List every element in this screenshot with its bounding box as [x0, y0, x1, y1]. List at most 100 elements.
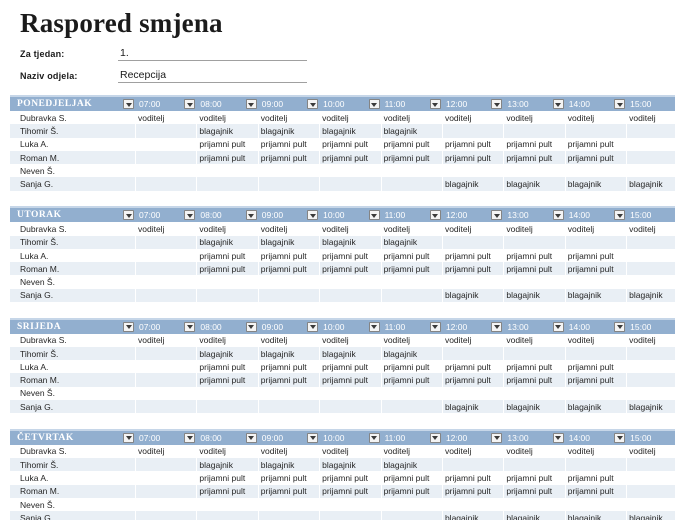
filter-dropdown-button-etvrtak[interactable] — [123, 432, 134, 443]
shift-cell[interactable]: voditelj — [443, 333, 505, 347]
shift-cell-empty[interactable] — [197, 498, 259, 512]
shift-cell[interactable]: prijamni pult — [382, 373, 443, 387]
shift-cell[interactable]: voditelj — [320, 111, 382, 125]
filter-dropdown-button-etvrtak-08:00[interactable] — [245, 432, 257, 443]
shift-cell[interactable]: blagajnik — [259, 346, 321, 361]
employee-name-cell[interactable]: Luka A. — [10, 248, 136, 263]
filter-dropdown-button-ponedjeljak-14:00[interactable] — [614, 99, 626, 109]
filter-dropdown-button-etvrtak-10:00[interactable] — [368, 432, 380, 443]
shift-cell[interactable]: blagajnik — [504, 511, 566, 520]
shift-cell[interactable]: voditelj — [259, 333, 321, 347]
shift-cell-empty[interactable] — [259, 498, 321, 512]
shift-cell[interactable]: voditelj — [627, 445, 675, 458]
shift-cell-empty[interactable] — [136, 177, 198, 191]
shift-cell[interactable]: prijamni pult — [443, 137, 505, 151]
shift-cell[interactable]: blagajnik — [197, 124, 259, 138]
shift-cell[interactable]: prijamni pult — [259, 373, 321, 387]
shift-cell-empty[interactable] — [136, 150, 198, 165]
shift-cell-empty[interactable] — [320, 498, 382, 512]
shift-cell[interactable]: blagajnik — [566, 288, 628, 303]
shift-cell[interactable]: prijamni pult — [259, 262, 321, 276]
shift-cell[interactable]: blagajnik — [627, 511, 675, 520]
filter-dropdown-button-utorak-11:00[interactable] — [429, 210, 441, 221]
filter-dropdown-button-srijeda-10:00[interactable] — [368, 321, 380, 332]
employee-name-cell[interactable]: Dubravka S. — [10, 333, 136, 347]
shift-cell[interactable]: blagajnik — [259, 124, 321, 138]
shift-cell[interactable]: blagajnik — [443, 177, 505, 191]
shift-cell-empty[interactable] — [136, 288, 198, 303]
shift-cell[interactable]: voditelj — [382, 333, 443, 347]
shift-cell-empty[interactable] — [197, 511, 259, 520]
shift-cell-empty[interactable] — [320, 511, 382, 520]
shift-cell-empty[interactable] — [443, 124, 505, 138]
shift-cell-empty[interactable] — [504, 458, 566, 472]
filter-dropdown-button-ponedjeljak-08:00[interactable] — [245, 99, 257, 109]
shift-cell-empty[interactable] — [627, 151, 675, 164]
filter-dropdown-button-utorak-08:00[interactable] — [245, 210, 257, 221]
shift-cell-empty[interactable] — [443, 275, 505, 289]
shift-cell[interactable]: prijamni pult — [382, 137, 443, 151]
shift-cell[interactable]: prijamni pult — [382, 360, 443, 374]
employee-name-cell[interactable]: Sanja G. — [10, 177, 136, 191]
filter-dropdown-button-ponedjeljak-12:00[interactable] — [491, 99, 503, 109]
shift-cell-empty[interactable] — [566, 386, 628, 401]
shift-cell[interactable]: prijamni pult — [443, 484, 505, 499]
employee-name-cell[interactable]: Sanja G. — [10, 511, 136, 520]
shift-cell-empty[interactable] — [136, 373, 198, 387]
shift-cell[interactable]: prijamni pult — [197, 471, 259, 485]
shift-cell[interactable]: voditelj — [136, 333, 198, 347]
shift-cell-empty[interactable] — [566, 458, 628, 472]
shift-cell[interactable]: prijamni pult — [504, 373, 566, 387]
employee-name-cell[interactable]: Neven Š. — [10, 164, 136, 178]
shift-cell-empty[interactable] — [136, 248, 198, 263]
shift-cell-empty[interactable] — [566, 164, 628, 178]
shift-cell[interactable]: voditelj — [566, 444, 628, 459]
shift-cell-empty[interactable] — [136, 235, 198, 249]
employee-name-cell[interactable]: Sanja G. — [10, 288, 136, 303]
shift-cell-empty[interactable] — [136, 346, 198, 361]
shift-cell[interactable]: voditelj — [443, 111, 505, 125]
shift-cell[interactable]: blagajnik — [627, 177, 675, 190]
shift-cell[interactable]: voditelj — [320, 444, 382, 459]
shift-cell[interactable]: prijamni pult — [504, 484, 566, 499]
shift-cell[interactable]: prijamni pult — [443, 373, 505, 387]
shift-cell-empty[interactable] — [259, 400, 321, 414]
shift-cell[interactable]: voditelj — [136, 222, 198, 236]
shift-cell[interactable]: prijamni pult — [320, 137, 382, 151]
shift-cell[interactable]: prijamni pult — [566, 373, 628, 387]
shift-cell[interactable]: voditelj — [197, 222, 259, 236]
filter-dropdown-button-etvrtak-07:00[interactable] — [184, 432, 196, 443]
shift-cell[interactable]: prijamni pult — [382, 248, 443, 263]
shift-cell-empty[interactable] — [443, 498, 505, 512]
filter-dropdown-button-utorak-10:00[interactable] — [368, 210, 380, 221]
shift-cell[interactable]: voditelj — [259, 111, 321, 125]
shift-cell[interactable]: blagajnik — [197, 346, 259, 361]
shift-cell-empty[interactable] — [382, 498, 443, 512]
shift-cell-empty[interactable] — [627, 236, 675, 249]
filter-dropdown-button-srijeda-11:00[interactable] — [429, 321, 441, 332]
shift-cell[interactable]: voditelj — [627, 222, 675, 235]
shift-cell-empty[interactable] — [566, 275, 628, 289]
shift-cell[interactable]: prijamni pult — [320, 373, 382, 387]
shift-cell[interactable]: blagajnik — [320, 346, 382, 361]
shift-cell[interactable]: voditelj — [259, 222, 321, 236]
shift-cell-empty[interactable] — [382, 177, 443, 191]
shift-cell[interactable]: blagajnik — [382, 458, 443, 472]
shift-cell[interactable]: blagajnik — [382, 346, 443, 361]
shift-cell-empty[interactable] — [197, 164, 259, 178]
employee-name-cell[interactable]: Luka A. — [10, 137, 136, 151]
shift-cell[interactable]: voditelj — [197, 111, 259, 125]
shift-cell[interactable]: prijamni pult — [320, 248, 382, 263]
shift-cell[interactable]: prijamni pult — [382, 471, 443, 485]
shift-cell[interactable]: prijamni pult — [566, 137, 628, 151]
shift-cell[interactable]: prijamni pult — [504, 471, 566, 485]
shift-cell[interactable]: voditelj — [566, 111, 628, 125]
filter-dropdown-button-etvrtak-09:00[interactable] — [307, 432, 319, 443]
shift-cell-empty[interactable] — [197, 177, 259, 191]
shift-cell[interactable]: prijamni pult — [197, 150, 259, 165]
shift-cell-empty[interactable] — [566, 498, 628, 512]
shift-cell-empty[interactable] — [136, 458, 198, 472]
shift-cell-empty[interactable] — [320, 164, 382, 178]
shift-cell[interactable]: voditelj — [382, 111, 443, 125]
shift-cell[interactable]: voditelj — [382, 444, 443, 459]
